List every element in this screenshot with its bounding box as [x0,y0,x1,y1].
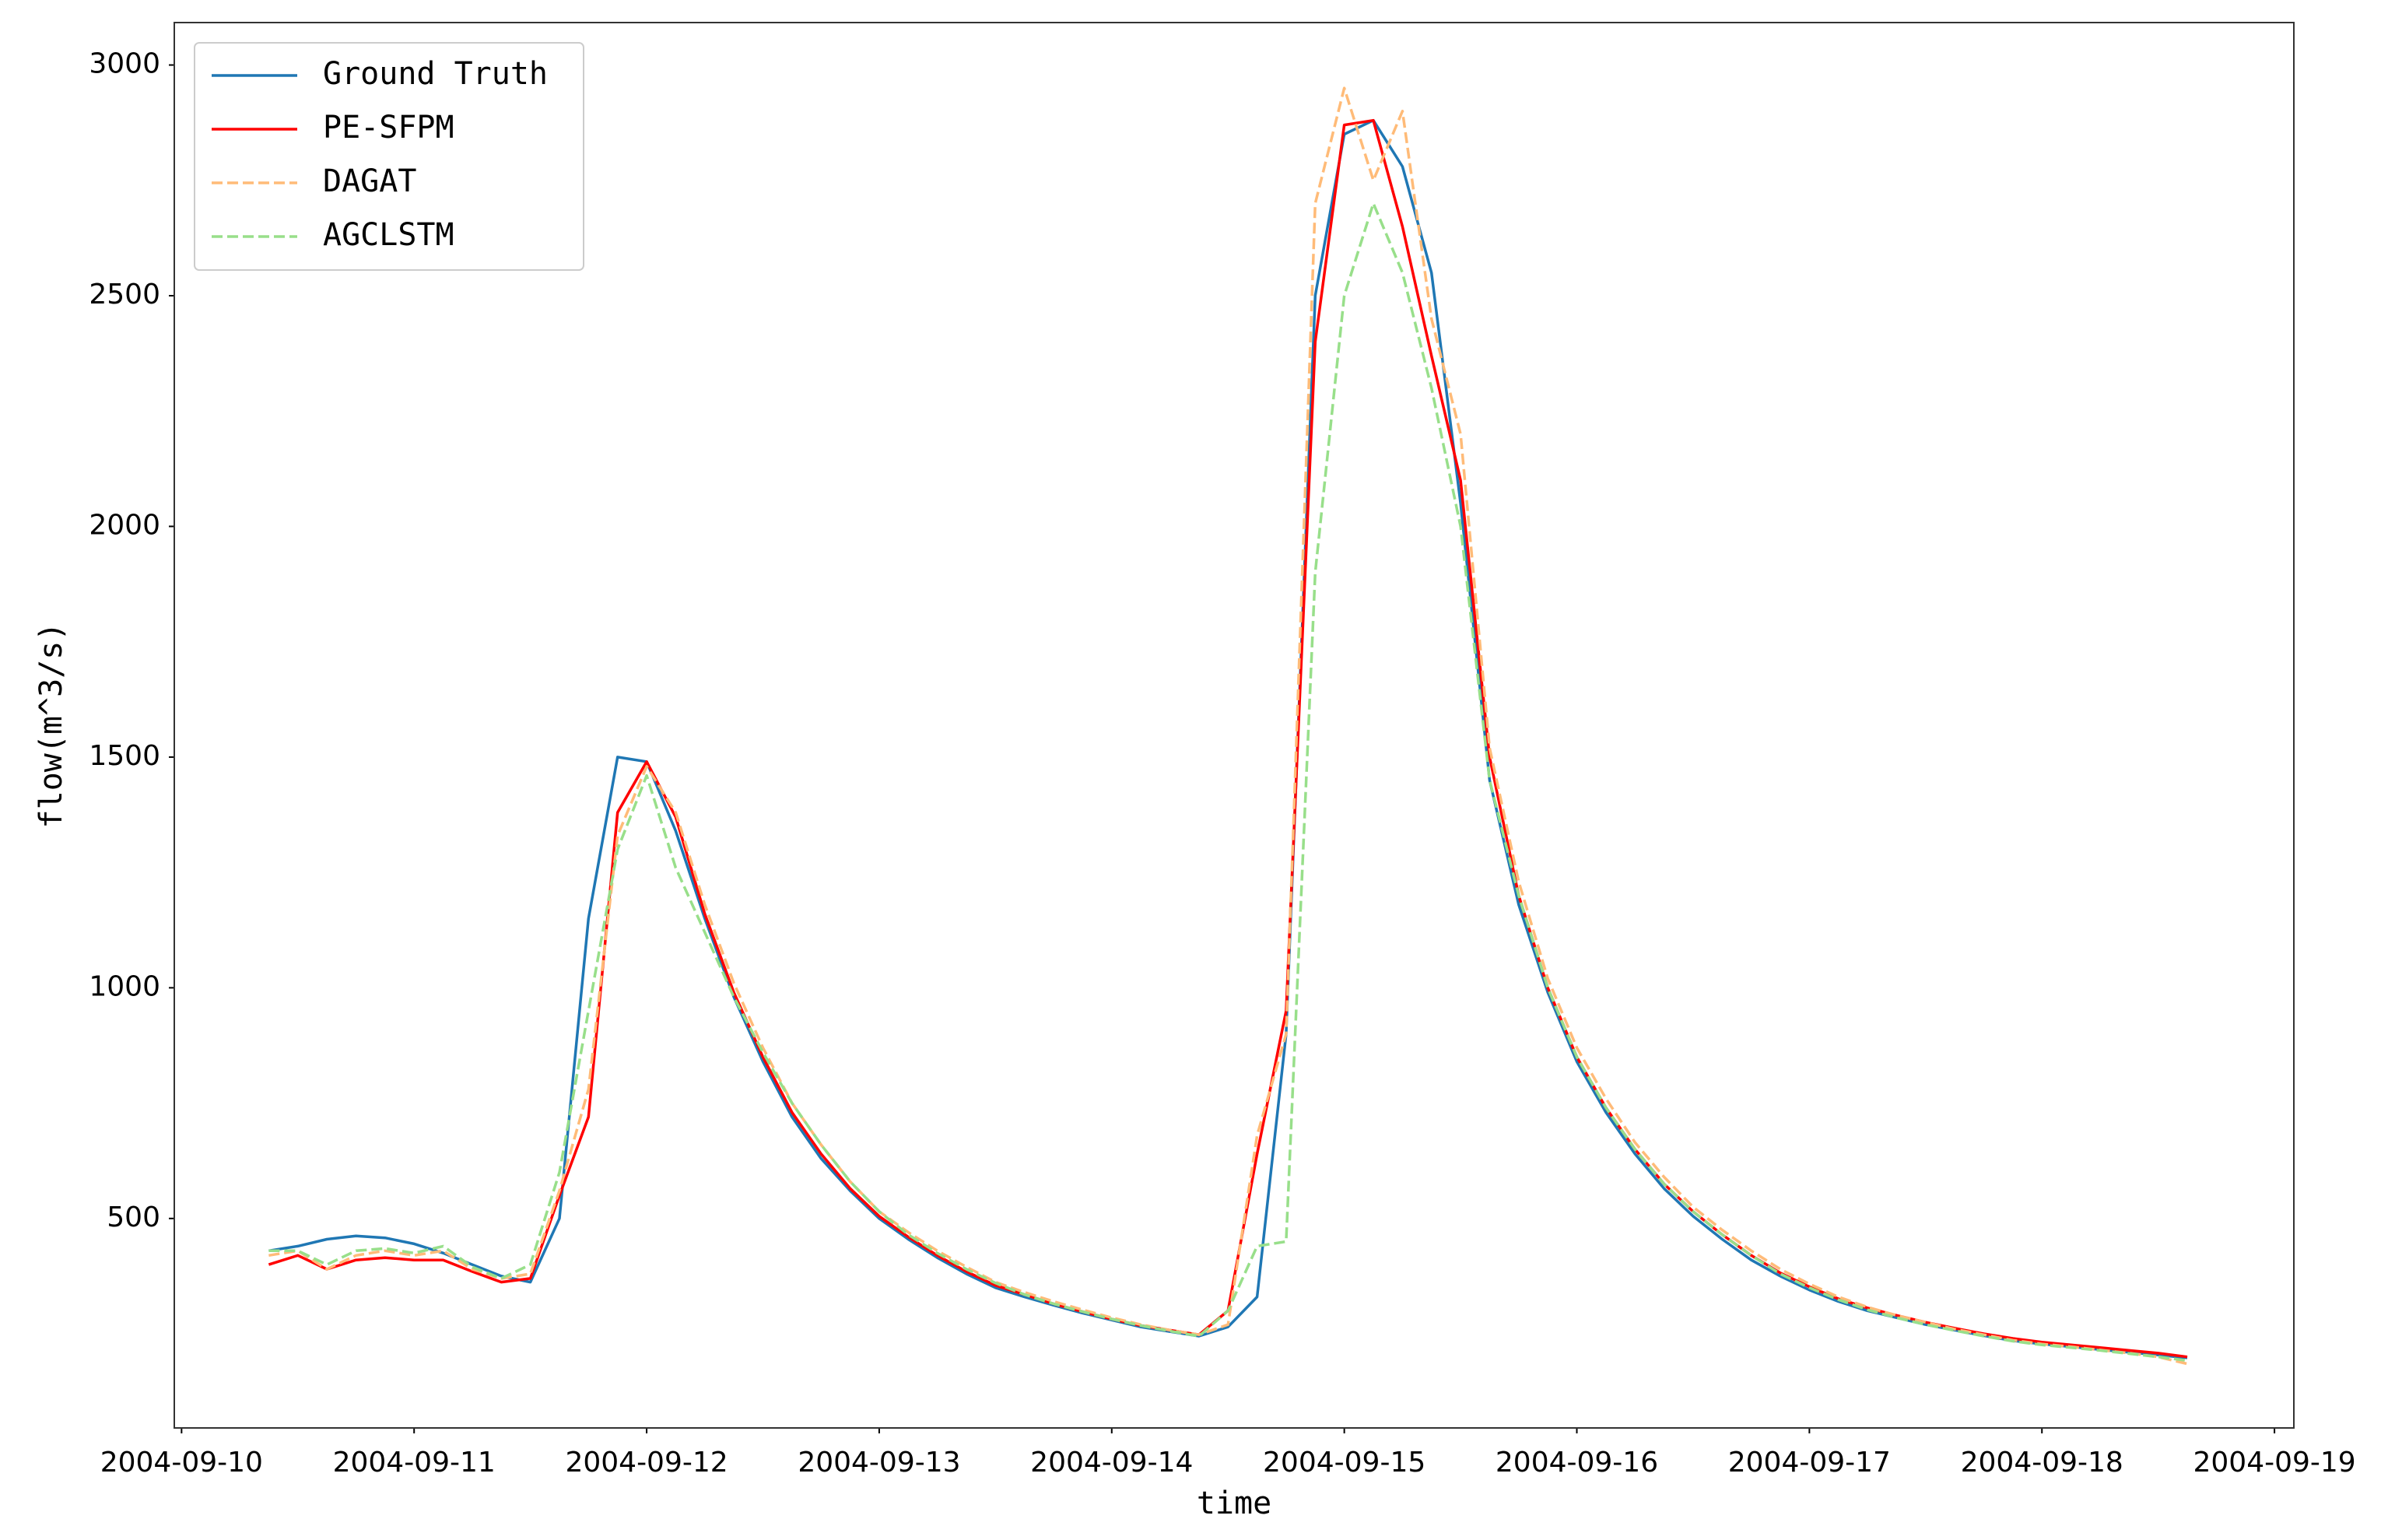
legend-label: AGCLSTM [323,217,454,253]
x-tick-label: 2004-09-17 [1728,1447,1891,1479]
y-tick-label: 2500 [89,279,160,310]
y-tick-label: 1000 [89,970,160,1002]
x-tick-label: 2004-09-12 [565,1447,728,1479]
x-tick-label: 2004-09-11 [333,1447,496,1479]
y-axis-label: flow(m^3/s) [33,623,69,829]
x-axis-label: time [1197,1486,1271,1521]
x-tick-label: 2004-09-18 [1961,1447,2123,1479]
legend-label: DAGAT [323,163,416,199]
legend-label: Ground Truth [323,56,548,92]
legend: Ground Truth PE-SFPM DAGAT AGCLSTM [194,42,584,271]
series-line [268,202,2188,1363]
legend-box [194,42,584,271]
y-tick-label: 2000 [89,509,160,541]
y-tick-label: 500 [107,1201,160,1233]
series-line [268,86,2188,1366]
x-tick-label: 2004-09-19 [2193,1447,2355,1479]
y-tick-label: 1500 [89,740,160,772]
x-tick-label: 2004-09-10 [100,1447,263,1479]
x-tick-label: 2004-09-15 [1263,1447,1425,1479]
plot-frame [174,22,2295,1429]
x-tick-label: 2004-09-16 [1496,1447,1658,1479]
y-tick-label: 3000 [89,48,160,80]
x-tick-label: 2004-09-13 [798,1447,960,1479]
x-tick-label: 2004-09-14 [1030,1447,1193,1479]
legend-label: PE-SFPM [323,110,454,146]
